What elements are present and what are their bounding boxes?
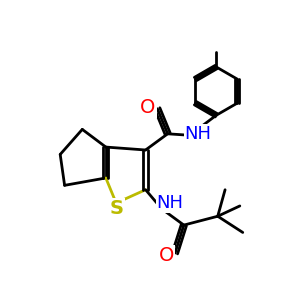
Text: NH: NH [184,125,212,143]
Text: S: S [110,199,124,218]
Text: O: O [159,246,175,265]
Text: NH: NH [157,194,184,212]
Text: O: O [140,98,156,117]
